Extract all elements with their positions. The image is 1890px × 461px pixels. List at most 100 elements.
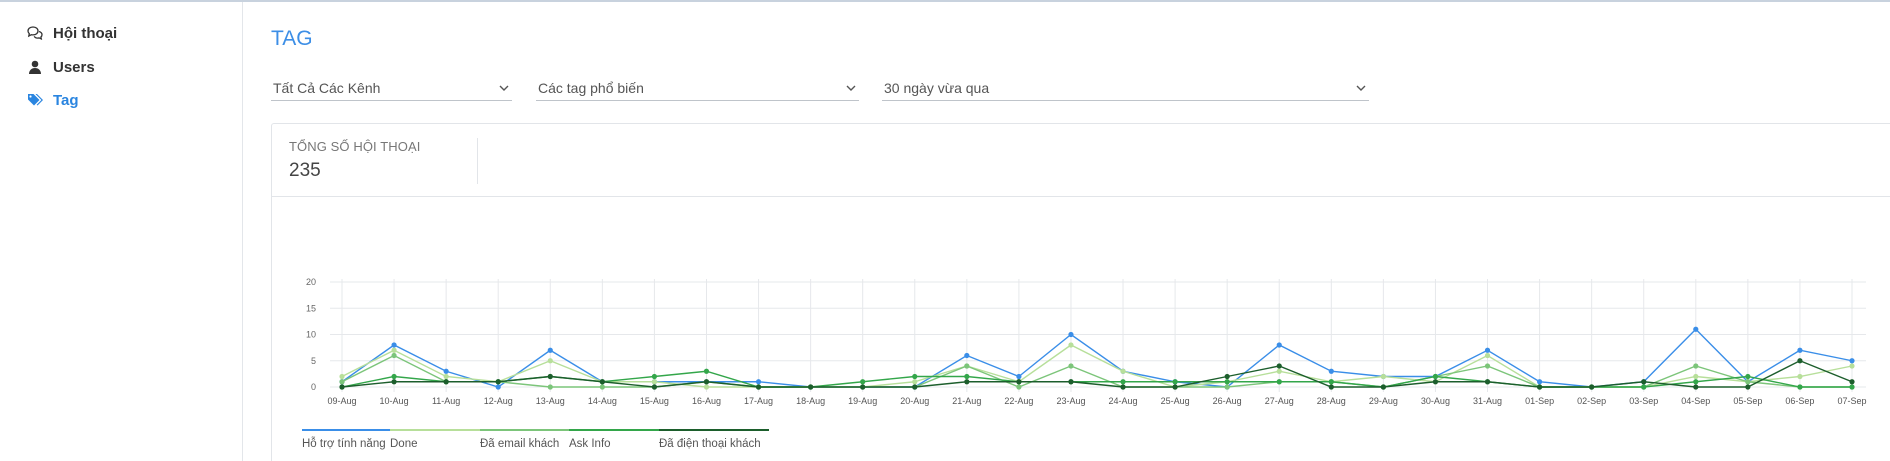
data-point — [1693, 326, 1699, 332]
data-point — [1328, 384, 1334, 390]
x-tick-label: 02-Sep — [1577, 396, 1606, 406]
data-point — [1068, 363, 1074, 369]
data-point — [1016, 384, 1022, 390]
sidebar-item-conversations[interactable]: Hội thoại — [26, 21, 117, 45]
data-point — [1849, 363, 1855, 369]
stat-divider — [477, 138, 478, 184]
data-point — [495, 379, 501, 385]
channel-select[interactable]: Tất Cả Các Kênh — [271, 75, 512, 101]
data-point — [1328, 379, 1334, 385]
tag-line-chart: 0 5 10 15 20 09-Aug 10-Aug 11-Aug 12-Aug 13-Aug 14… — [272, 198, 1890, 461]
data-point — [1849, 379, 1855, 385]
data-point — [443, 373, 449, 380]
sidebar-item-label: Hội thoại — [53, 24, 118, 42]
chart-svg: 0 5 10 15 20 09-Aug 10-Aug 11-Aug 12-Aug 13-Aug 14… — [306, 277, 1867, 406]
data-point — [1641, 384, 1647, 390]
x-tick-label: 22-Aug — [1004, 396, 1033, 406]
data-point — [547, 384, 553, 390]
data-point — [755, 379, 762, 385]
data-point — [1693, 379, 1699, 385]
data-point — [1797, 347, 1803, 353]
data-point — [808, 384, 814, 390]
data-point — [443, 368, 449, 374]
x-tick-label: 05-Sep — [1733, 396, 1762, 406]
data-point — [1380, 373, 1386, 380]
user-icon — [26, 58, 44, 76]
x-tick-label: 29-Aug — [1369, 396, 1398, 406]
data-point — [443, 379, 449, 385]
data-point — [1276, 368, 1282, 374]
data-point — [339, 384, 345, 390]
x-tick-label: 07-Sep — [1837, 396, 1866, 406]
data-point — [912, 384, 918, 390]
legend-item[interactable]: Đã email khách — [480, 429, 569, 451]
data-point — [1224, 379, 1230, 385]
data-point — [1484, 379, 1491, 385]
x-tick-label: 16-Aug — [692, 396, 721, 406]
x-tick-label: 11-Aug — [432, 396, 460, 406]
sidebar-item-users[interactable]: Users — [26, 55, 95, 79]
series-line — [341, 344, 1853, 388]
legend-item[interactable]: Ask Info — [569, 429, 659, 451]
x-tick-label: 17-Aug — [744, 396, 773, 406]
data-point — [1120, 368, 1126, 374]
x-tick-label: 09-Aug — [327, 396, 356, 406]
data-point — [651, 379, 658, 385]
chat-bubbles-icon — [26, 24, 44, 42]
x-tick-label: 19-Aug — [848, 396, 877, 406]
data-point — [1849, 384, 1855, 390]
data-point — [1068, 331, 1074, 338]
data-point — [391, 379, 397, 385]
data-point — [1328, 368, 1334, 374]
data-point — [703, 368, 710, 374]
tags-icon — [26, 91, 44, 109]
total-conversations-stat: TỔNG SỐ HỘI THOẠI 235 — [272, 124, 1890, 197]
data-point — [755, 384, 762, 390]
data-point — [964, 379, 970, 385]
sidebar: Hội thoại Users Tag — [0, 2, 243, 461]
tag-report-card: TỔNG SỐ HỘI THOẠI 235 0 5 10 15 20 09-Aug 10-A… — [271, 123, 1890, 461]
data-point — [1224, 373, 1230, 380]
data-point — [651, 384, 658, 390]
data-point — [339, 373, 345, 380]
data-point — [1068, 342, 1074, 348]
date-range-select[interactable]: 30 ngày vừa qua — [882, 75, 1369, 101]
main-content: TAG Tất Cả Các Kênh Các tag phổ biến 30 … — [244, 2, 1890, 461]
data-point — [1484, 352, 1491, 359]
data-point — [1693, 373, 1699, 380]
data-point — [1432, 373, 1439, 380]
x-tick-label: 24-Aug — [1109, 396, 1138, 406]
data-point — [703, 379, 710, 385]
sidebar-item-label: Users — [53, 58, 95, 76]
legend-item[interactable]: Đã điện thoại khách — [659, 429, 769, 451]
chevron-down-icon — [846, 85, 856, 91]
data-point — [860, 379, 866, 385]
data-point — [547, 373, 553, 380]
data-point — [1797, 373, 1803, 380]
tags-select[interactable]: Các tag phổ biến — [536, 75, 859, 101]
data-point — [1745, 373, 1751, 380]
sidebar-item-tag[interactable]: Tag — [26, 88, 79, 112]
data-point — [391, 352, 397, 359]
x-tick-label: 20-Aug — [900, 396, 929, 406]
data-point — [1016, 373, 1022, 380]
x-tick-label: 23-Aug — [1056, 396, 1085, 406]
data-point — [339, 379, 345, 385]
chart-legend: Hỗ trợ tính năng Done Đã email khách Ask In… — [302, 429, 769, 451]
x-tick-label: 21-Aug — [952, 396, 981, 406]
data-point — [1745, 384, 1751, 390]
legend-item[interactable]: Done — [390, 429, 480, 451]
data-point — [1589, 384, 1595, 390]
stat-value: 235 — [289, 160, 321, 181]
data-point — [703, 384, 710, 390]
x-tick-label: 26-Aug — [1213, 396, 1242, 406]
data-point — [547, 358, 553, 364]
data-point — [599, 384, 605, 390]
data-point — [1224, 384, 1230, 390]
chevron-down-icon — [1356, 85, 1366, 91]
data-point — [1068, 379, 1074, 385]
legend-item[interactable]: Hỗ trợ tính năng — [302, 429, 390, 451]
data-point — [1797, 358, 1803, 364]
data-point — [391, 373, 397, 380]
tags-select-value: Các tag phổ biến — [538, 79, 644, 96]
